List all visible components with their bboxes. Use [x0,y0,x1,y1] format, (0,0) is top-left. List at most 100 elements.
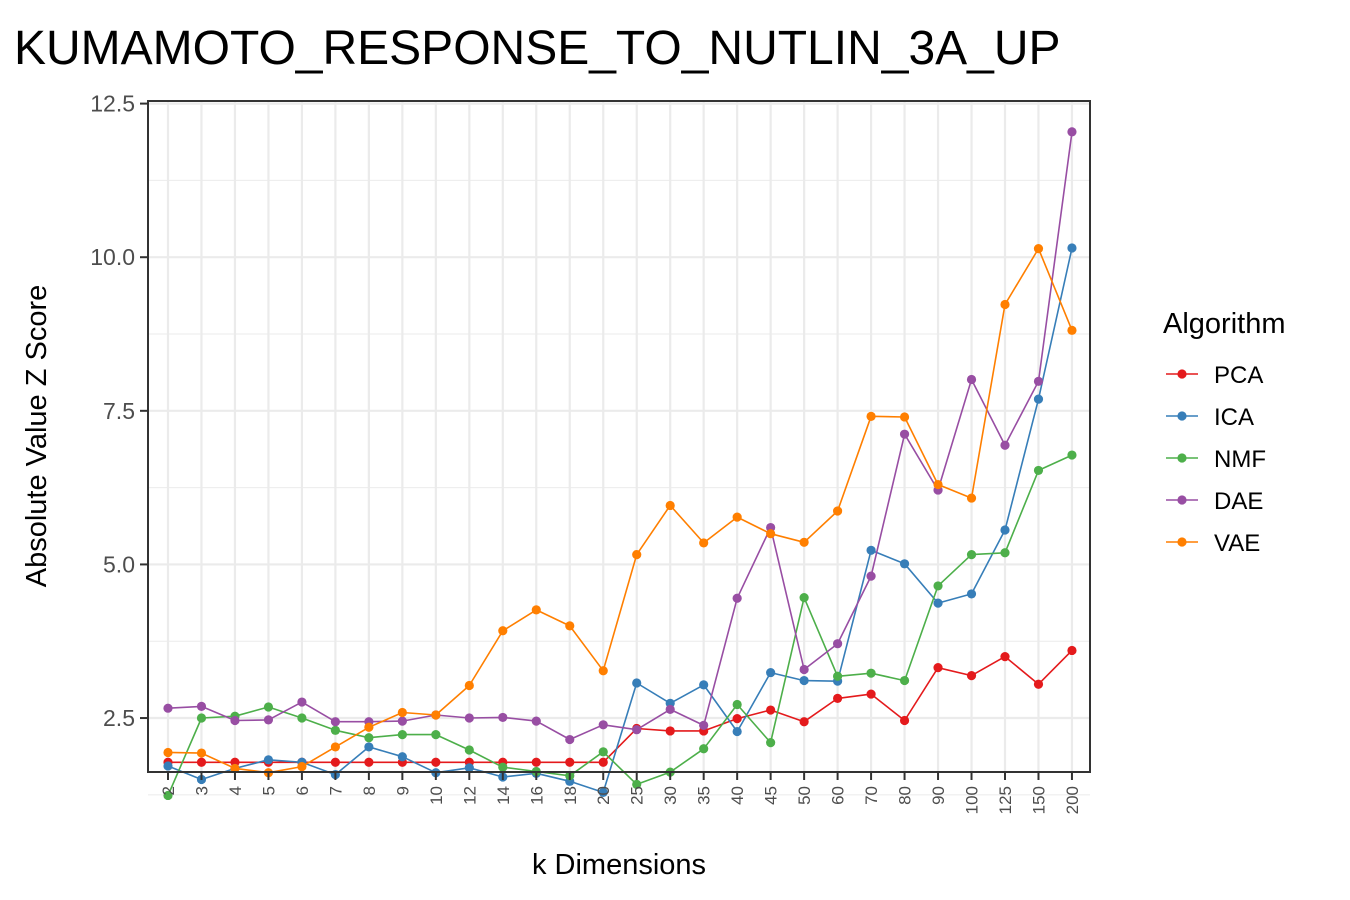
data-point-vae [163,747,173,758]
data-point-nmf [933,581,943,591]
legend-items: PCA ICA NMF DAE VAE [1166,362,1266,557]
data-point-dae [230,715,240,726]
data-point-pca [431,757,441,767]
legend-key-nmf [1177,453,1187,463]
x-tick-label: 25 [628,786,647,805]
data-point-ica [598,787,608,797]
data-point-pca [732,714,742,724]
data-point-pca [799,717,809,727]
data-point-pca [1067,645,1077,656]
data-point-dae [1067,127,1077,137]
data-point-vae [498,626,508,636]
x-tick-label: 9 [393,786,412,795]
data-point-nmf [1033,465,1044,476]
data-point-ica [732,726,742,737]
data-point-vae [565,621,575,631]
data-point-dae [799,664,809,675]
series-layer [163,127,1077,801]
data-point-ica [766,667,776,678]
x-tick-label: 30 [661,786,680,805]
data-point-dae [397,716,407,726]
data-point-dae [699,720,709,731]
data-point-vae [899,412,910,422]
legend-label-nmf: NMF [1214,446,1266,473]
data-point-vae [464,680,474,691]
data-point-dae [464,713,474,723]
data-point-pca [866,689,876,699]
x-tick-label: 12 [460,786,479,805]
legend-label-pca: PCA [1214,362,1263,389]
legend-key-pca [1177,369,1187,379]
data-point-dae [899,429,910,439]
x-tick-label: 4 [226,786,245,795]
data-point-ica [899,559,910,569]
data-point-ica [933,598,943,608]
x-axis-title: k Dimensions [532,849,706,881]
data-point-ica [799,675,809,686]
y-axis-title: Absolute Value Z Score [21,285,53,588]
data-point-ica [966,589,977,599]
data-point-pca [1033,679,1044,689]
data-point-vae [966,493,977,503]
data-point-pca [899,715,910,726]
x-tick-label: 125 [996,786,1015,814]
data-point-vae [598,666,608,676]
data-point-vae [431,710,441,720]
data-point-pca [966,671,977,681]
data-point-dae [1000,440,1010,450]
data-point-pca [933,663,943,673]
data-point-pca [196,757,207,767]
x-tick-label: 45 [762,786,781,805]
legend-key-vae [1177,537,1187,547]
data-point-dae [665,704,675,715]
data-point-nmf [1067,450,1077,460]
x-tick-label: 50 [795,786,814,805]
data-point-vae [766,529,776,539]
data-point-vae [364,722,374,732]
data-point-nmf [598,747,608,757]
x-tick-label: 2 [159,786,178,795]
data-point-dae [632,725,642,735]
series-line-ica [167,247,1073,794]
x-tick-label: 40 [728,786,747,805]
y-tick-label: 5.0 [103,551,135,577]
data-point-pca [1000,651,1010,662]
data-point-vae [397,707,407,718]
data-point-vae [699,538,709,548]
series-line-pca [168,649,1073,764]
data-point-vae [1033,244,1044,254]
data-point-nmf [1000,548,1010,558]
data-point-vae [732,512,742,522]
legend-title: Algorithm [1163,308,1286,340]
data-point-pca [330,757,340,767]
x-tick-label: 10 [427,786,446,805]
data-point-dae [263,715,274,725]
legend-label-ica: ICA [1214,404,1254,431]
x-tick-label: 6 [293,786,312,795]
data-point-vae [196,748,207,758]
data-point-ica [464,763,474,773]
x-tick-label: 200 [1063,786,1082,814]
data-point-ica [1067,243,1077,253]
data-point-nmf [163,790,173,801]
data-point-nmf [431,730,441,740]
data-point-dae [866,571,876,581]
data-point-nmf [899,675,910,686]
data-point-dae [297,697,307,707]
data-point-nmf [364,733,374,743]
data-point-dae [598,720,608,730]
data-point-ica [1033,394,1044,404]
data-point-nmf [966,549,977,560]
data-point-pca [565,757,575,767]
x-tick-label: 90 [929,786,948,805]
data-point-vae [866,411,876,421]
x-tick-label: 20 [594,786,613,805]
axis-layer: 2.55.07.510.012.52 3 4 5 6 7 8 9 10 12 14 16 18 20 25 3… [90,91,1082,815]
data-point-nmf [833,671,843,681]
series-line-nmf [167,454,1073,796]
data-point-vae [665,500,675,511]
data-point-ica [263,755,274,765]
data-point-nmf [196,713,207,723]
chart-title: KUMAMOTO_RESPONSE_TO_NUTLIN_3A_UP [14,22,1061,75]
data-point-nmf [799,593,809,603]
